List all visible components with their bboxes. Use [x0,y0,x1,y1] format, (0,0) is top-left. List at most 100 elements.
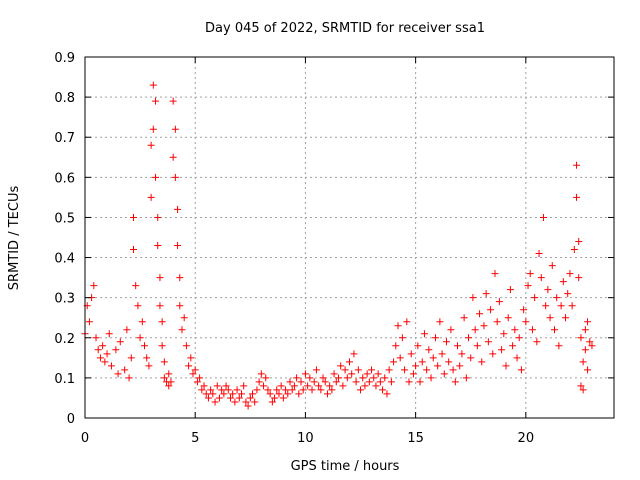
data-point [522,318,530,326]
data-point [482,290,490,298]
data-point [579,386,587,394]
data-point [365,378,373,386]
data-point [275,390,283,398]
data-point [268,398,276,406]
data-point [581,346,589,354]
data-point [436,318,444,326]
data-point [299,386,307,394]
data-point [533,338,541,346]
data-point [251,398,259,406]
data-point [407,350,415,358]
data-point [178,326,186,334]
data-point [425,346,433,354]
data-point [506,286,514,294]
data-point [185,362,193,370]
data-point [586,338,594,346]
data-point [354,366,362,374]
data-point [233,386,241,394]
data-point [125,374,133,382]
data-point [416,378,424,386]
data-point [260,382,268,390]
y-tick-label: 0.8 [54,91,75,106]
data-point [297,378,305,386]
data-point [103,350,111,358]
data-point [160,374,168,382]
data-point [434,362,442,370]
data-point [174,205,182,213]
data-point [401,366,409,374]
data-point [568,302,576,310]
data-point [310,378,318,386]
data-point [542,302,550,310]
data-point [176,302,184,310]
data-point [539,213,547,221]
data-point [176,274,184,282]
data-point [262,374,270,382]
data-point [226,394,234,402]
data-point [484,338,492,346]
data-point [460,314,468,322]
data-point [193,378,201,386]
data-point [398,334,406,342]
data-point [123,326,131,334]
data-point [473,342,481,350]
x-tick-label: 5 [191,431,199,446]
data-point [502,362,510,370]
data-point [204,394,212,402]
data-point [562,314,570,322]
data-point [581,326,589,334]
y-tick-label: 0.5 [54,211,75,226]
data-point [575,238,583,246]
points-layer [81,81,596,410]
y-tick-label: 0.4 [54,252,75,267]
data-point [209,390,217,398]
data-point [517,366,525,374]
axes-layer: 0 0.1 0.2 0.3 0.4 0.5 0.6 0.7 0.8 0.9 0 5 10 15 20 [54,51,614,446]
data-point [249,390,257,398]
data-point [550,326,558,334]
data-point [308,386,316,394]
data-point [288,386,296,394]
data-point [584,318,592,326]
data-point [465,334,473,342]
data-point [427,374,435,382]
data-point [451,378,459,386]
data-point [174,242,182,250]
data-point [321,378,329,386]
data-point [423,366,431,374]
data-point [319,374,327,382]
x-tick-label: 0 [81,431,89,446]
data-point [266,390,274,398]
y-tick-label: 0.7 [54,131,75,146]
y-tick-label: 0 [67,412,75,427]
data-point [160,358,168,366]
data-point [301,370,309,378]
data-point [328,386,336,394]
data-point [127,354,135,362]
data-point [165,382,173,390]
data-point [114,370,122,378]
data-point [440,370,448,378]
data-point [462,374,470,382]
data-point [312,366,320,374]
data-point [143,354,151,362]
data-point [487,306,495,314]
data-point [418,358,426,366]
data-point [343,374,351,382]
x-tick-label: 20 [518,431,535,446]
data-point [363,370,371,378]
data-point [220,390,228,398]
data-point [392,342,400,350]
data-point [429,354,437,362]
data-point [235,394,243,402]
data-point [218,386,226,394]
data-point [570,246,578,254]
data-point [253,386,261,394]
data-point [409,370,417,378]
data-point [293,374,301,382]
data-point [341,366,349,374]
data-point [438,350,446,358]
data-point [198,386,206,394]
x-tick-label: 15 [407,431,424,446]
data-point [187,354,195,362]
